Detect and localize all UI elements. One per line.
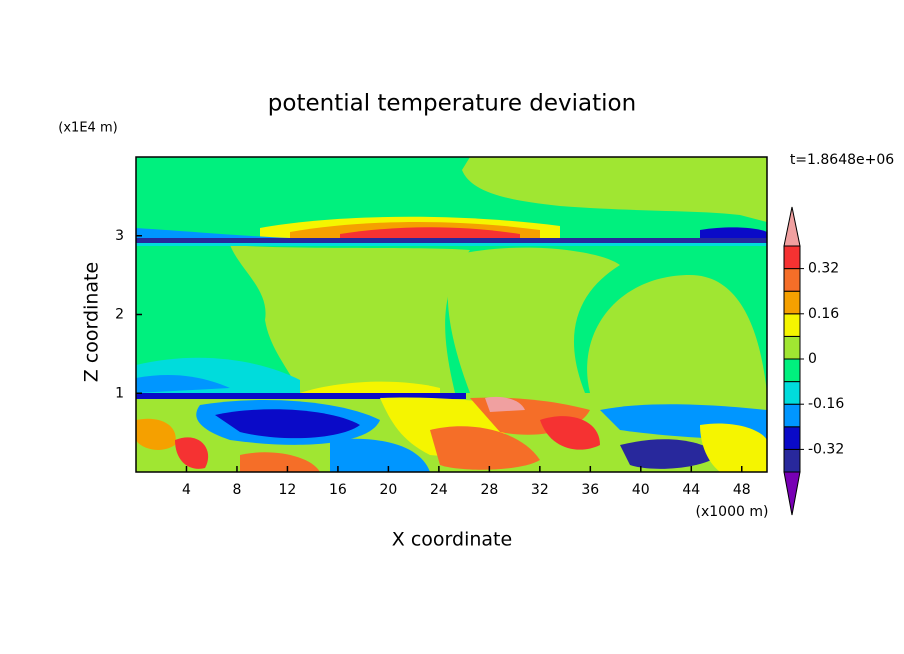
- x-tick-label: 4: [182, 482, 191, 498]
- colorbar-tick-label: -0.16: [808, 396, 844, 412]
- y-tick-label: 2: [115, 307, 124, 323]
- colorbar-box: [783, 245, 801, 270]
- colorbar-box: [783, 268, 801, 292]
- x-tick-label: 48: [733, 482, 751, 498]
- y-axis-label: Z coordinate: [81, 262, 103, 382]
- colorbar-tick-label: 0: [808, 351, 817, 367]
- x-axis-label: X coordinate: [392, 529, 512, 551]
- y-tick-label: 1: [115, 385, 124, 401]
- x-unit: (x1000 m): [696, 504, 769, 520]
- x-tick-label: 20: [379, 482, 397, 498]
- x-tick-label: 44: [682, 482, 700, 498]
- colorbar-box: [783, 290, 801, 315]
- colorbar-box: [783, 403, 801, 428]
- y-tick-label: 3: [115, 228, 124, 244]
- colorbar-box: [783, 335, 801, 360]
- x-tick-label: 32: [531, 482, 549, 498]
- x-tick-label: 36: [581, 482, 599, 498]
- x-tick-label: 24: [430, 482, 448, 498]
- colorbar-box: [783, 358, 801, 383]
- colorbar-tick-label: -0.32: [808, 441, 844, 457]
- x-tick-label: 8: [232, 482, 241, 498]
- colorbar-box: [783, 426, 801, 450]
- x-tick-label: 28: [480, 482, 498, 498]
- colorbar-box: [783, 381, 801, 405]
- x-tick-label: 16: [329, 482, 347, 498]
- chart-title: potential temperature deviation: [268, 91, 636, 117]
- colorbar-box: [783, 448, 801, 473]
- colorbar-high: [783, 206, 801, 247]
- colorbar-tick-label: 0.32: [808, 261, 839, 277]
- colorbar-low: [783, 471, 801, 516]
- colorbar-box: [783, 313, 801, 337]
- time-label: t=1.8648e+06: [790, 152, 894, 168]
- x-tick-label: 12: [279, 482, 297, 498]
- x-tick-label: 40: [632, 482, 650, 498]
- y-unit: (x1E4 m): [58, 121, 117, 136]
- colorbar-tick-label: 0.16: [808, 306, 839, 322]
- contour-field: [136, 157, 767, 472]
